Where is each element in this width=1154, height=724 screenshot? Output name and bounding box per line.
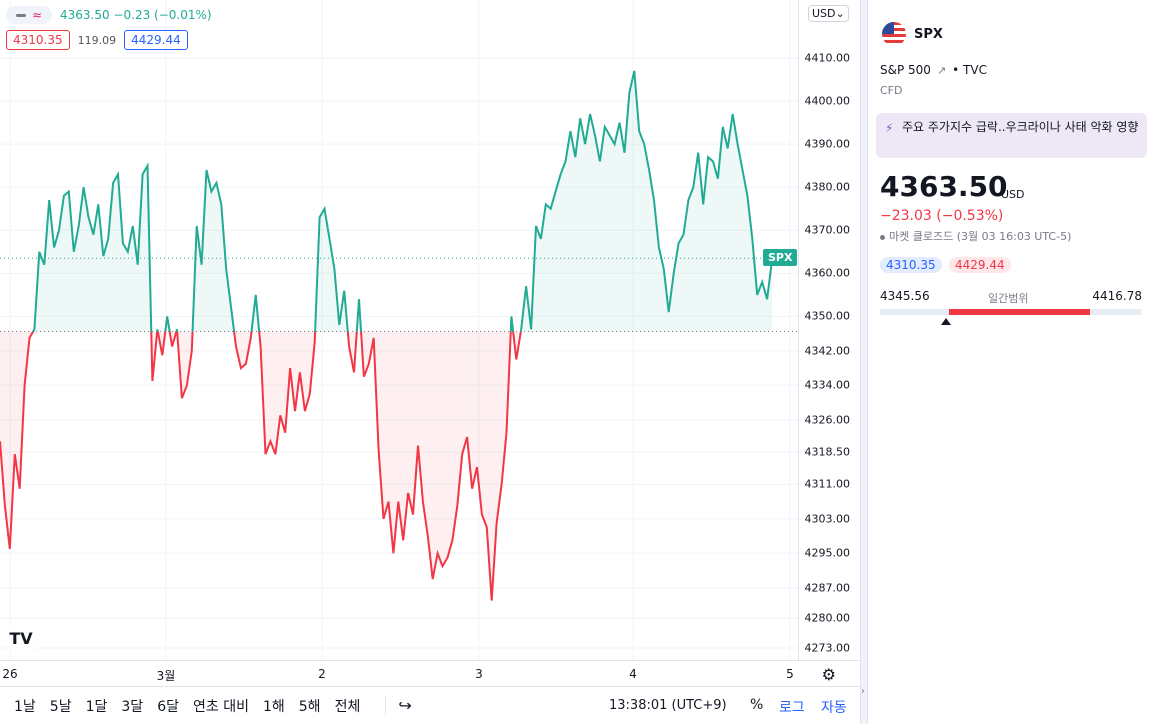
price-tick-label: 4287.00 bbox=[804, 581, 851, 595]
panel-divider[interactable] bbox=[860, 0, 868, 724]
series-line-up bbox=[32, 70, 773, 332]
price-tick-label: 4342.00 bbox=[804, 344, 851, 358]
time-tick-label: 3 bbox=[475, 667, 483, 681]
price-tick-label: 4303.00 bbox=[804, 512, 851, 526]
range-button-ytd[interactable]: 연초 대비 bbox=[192, 698, 249, 715]
status-dot-icon bbox=[880, 234, 885, 240]
news-text: 주요 주가지수 급락..우크라이나 사태 악화 영향 bbox=[902, 120, 1139, 134]
calendar-goto-icon[interactable]: ↪ bbox=[385, 696, 412, 715]
percent-scale-button[interactable]: % bbox=[750, 697, 764, 713]
price-tick-label: 4295.00 bbox=[804, 546, 851, 560]
legend-toggle-button[interactable]: ≈ bbox=[6, 6, 52, 24]
day-range-marker-icon bbox=[941, 318, 952, 325]
range-button-5d[interactable]: 5날 bbox=[49, 698, 72, 715]
series-legend: ≈ 4363.50 −0.23 (−0.01%) bbox=[6, 6, 212, 24]
price-tick-label: 4390.00 bbox=[804, 137, 851, 151]
symbol-exchange: • TVC bbox=[952, 63, 987, 77]
range-button-1y[interactable]: 1해 bbox=[262, 698, 285, 715]
day-range-high: 4416.78 bbox=[1092, 289, 1142, 303]
price-change: −23.03 (−0.53%) bbox=[880, 208, 1004, 224]
tradingview-logo[interactable]: TV bbox=[6, 626, 36, 650]
range-button-1d[interactable]: 1날 bbox=[14, 698, 36, 715]
price-tick-label: 4400.00 bbox=[804, 94, 851, 108]
clock[interactable]: 13:38:01 (UTC+9) bbox=[609, 698, 727, 713]
time-tick-label: 5 bbox=[786, 667, 794, 681]
news-headline[interactable]: ⚡ 주요 주가지수 급락..우크라이나 사태 악화 영향 bbox=[876, 113, 1147, 158]
symbol-ticker[interactable]: SPX bbox=[914, 27, 943, 42]
series-price-tag: SPX bbox=[763, 249, 798, 267]
currency-button[interactable]: USD⌄ bbox=[808, 5, 849, 22]
legend-ask: 4429.44 bbox=[124, 30, 188, 50]
price-tick-label: 4273.00 bbox=[804, 641, 851, 655]
us-flag-icon bbox=[882, 22, 906, 46]
time-tick-label: 3월 bbox=[156, 669, 176, 683]
auto-scale-button[interactable]: 자동 bbox=[821, 700, 847, 716]
chart-pane[interactable]: ≈ 4363.50 −0.23 (−0.01%) 4310.35 119.09 … bbox=[0, 0, 798, 660]
gear-icon[interactable]: ⚙ bbox=[821, 665, 836, 684]
day-range-low: 4345.56 bbox=[880, 289, 930, 303]
price-tick-label: 4360.00 bbox=[804, 266, 851, 280]
symbol-name-row: S&P 500 ↗ • TVC bbox=[880, 63, 987, 77]
range-button-5y[interactable]: 5해 bbox=[298, 698, 321, 715]
last-price: 4363.50 bbox=[880, 170, 1008, 203]
bottom-toolbar: 1날 5날 1달 3달 6달 연초 대비 1해 5해 전체 ↪ 13:38:01… bbox=[0, 686, 860, 724]
range-button-3m[interactable]: 3달 bbox=[121, 698, 144, 715]
series-line-down bbox=[0, 331, 522, 601]
price-scale[interactable]: 4410.00 4400.00 4390.00 4380.00 4370.00 4360.… bbox=[798, 0, 860, 660]
price-tick-label: 4311.00 bbox=[804, 477, 851, 491]
hide-icon bbox=[15, 13, 26, 17]
price-chart[interactable] bbox=[0, 0, 798, 660]
market-status: 마켓 클로즈드 (3월 03 16:03 UTC-5) bbox=[880, 228, 1071, 244]
price-tick-label: 4318.50 bbox=[804, 445, 851, 459]
bid-badge: 4310.35 bbox=[880, 257, 942, 273]
symbol-details-panel: SPX S&P 500 ↗ • TVC CFD ⚡ 주요 주가지수 급락..우크… bbox=[868, 0, 1154, 724]
price-tick-label: 4410.00 bbox=[804, 51, 851, 65]
price-tick-label: 4280.00 bbox=[804, 611, 851, 625]
market-status-text: 마켓 클로즈드 (3월 03 16:03 UTC-5) bbox=[889, 230, 1072, 243]
price-currency: USD bbox=[1001, 188, 1025, 201]
range-button-all[interactable]: 전체 bbox=[334, 698, 361, 715]
price-tick-label: 4380.00 bbox=[804, 180, 851, 194]
price-tick-label: 4334.00 bbox=[804, 378, 851, 392]
external-link-icon[interactable]: ↗ bbox=[936, 63, 947, 77]
legend-bid: 4310.35 bbox=[6, 30, 70, 50]
time-tick-label: 2 bbox=[318, 667, 326, 681]
price-tick-label: 4370.00 bbox=[804, 223, 851, 237]
time-axis[interactable]: ⚙ 26 3월 2 3 4 5 bbox=[0, 660, 860, 686]
time-tick-label: 26 bbox=[2, 667, 18, 681]
lightning-icon: ⚡ bbox=[885, 121, 894, 135]
price-tick-label: 4350.00 bbox=[804, 309, 851, 323]
day-range-fill bbox=[948, 309, 1090, 315]
legend-spread: 119.09 bbox=[77, 33, 117, 47]
time-tick-label: 4 bbox=[629, 667, 637, 681]
legend-last-value: 4363.50 −0.23 (−0.01%) bbox=[60, 8, 212, 22]
day-range-label: 일간범위 bbox=[988, 292, 1029, 305]
price-tick-label: 4326.00 bbox=[804, 413, 851, 427]
symbol-type: CFD bbox=[880, 84, 903, 97]
symbol-name[interactable]: S&P 500 bbox=[880, 63, 931, 77]
area-fill-down bbox=[0, 331, 772, 601]
ask-badge: 4429.44 bbox=[949, 257, 1011, 273]
range-button-1m[interactable]: 1달 bbox=[85, 698, 108, 715]
bid-ask-legend: 4310.35 119.09 4429.44 bbox=[6, 30, 188, 50]
wave-icon: ≈ bbox=[31, 8, 43, 22]
range-button-6m[interactable]: 6달 bbox=[157, 698, 179, 715]
day-range-bar bbox=[880, 309, 1142, 315]
log-scale-button[interactable]: 로그 bbox=[779, 700, 805, 716]
collapse-panel-icon[interactable]: › bbox=[861, 686, 865, 697]
